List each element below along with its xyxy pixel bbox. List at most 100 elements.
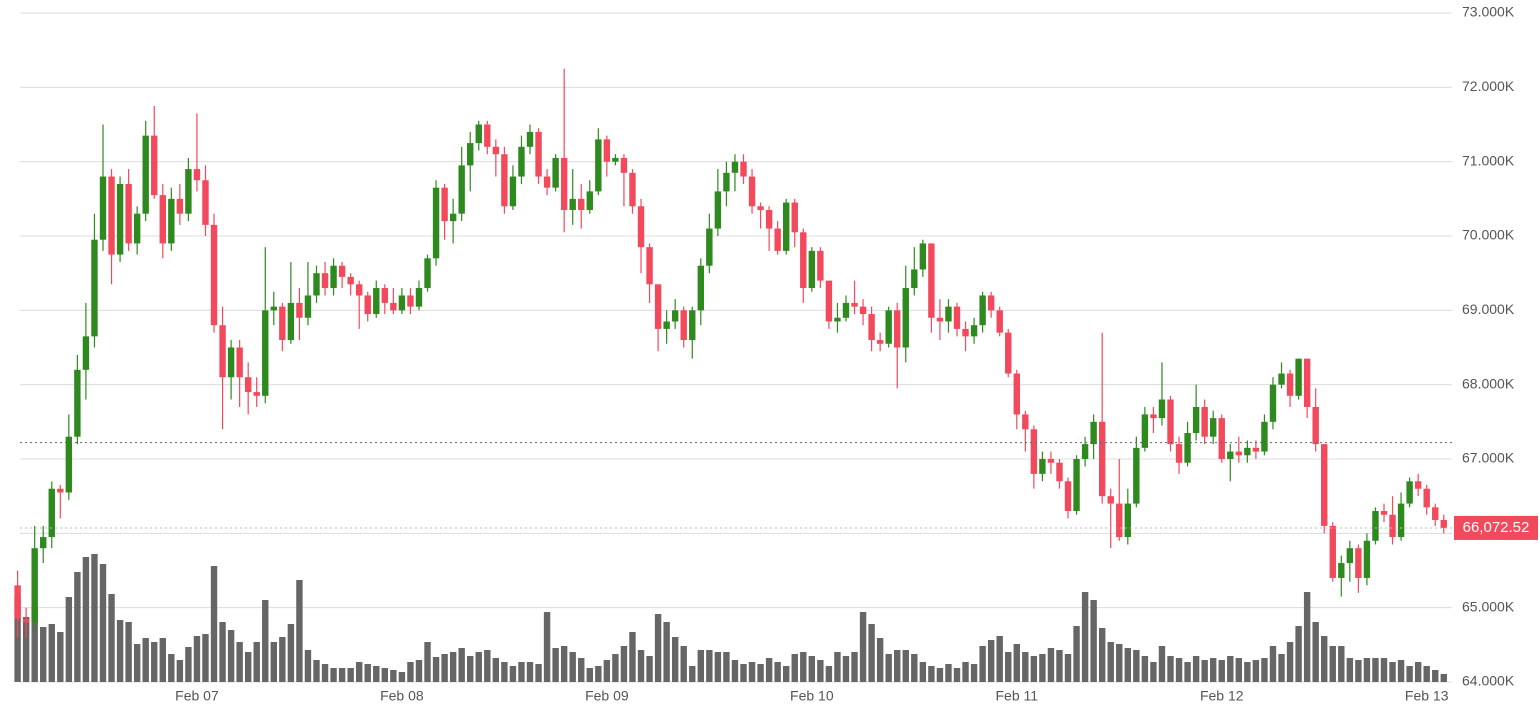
volume-bar <box>338 668 346 682</box>
candle-body <box>979 295 986 326</box>
candle-body <box>296 302 303 318</box>
volume-bar <box>569 652 576 682</box>
candle-body <box>1380 511 1388 515</box>
x-tick-label: Feb 13 <box>1405 688 1449 704</box>
volume-bar <box>953 668 961 682</box>
volume-bar <box>757 664 764 682</box>
last-price-box <box>1454 515 1538 540</box>
volume-bar <box>1107 642 1114 682</box>
volume-bar <box>1295 626 1302 682</box>
volume-bar <box>1218 660 1225 682</box>
candle-body <box>159 195 166 244</box>
volume-bar <box>706 650 713 682</box>
volume-bar <box>560 646 568 682</box>
candle-body <box>31 548 38 623</box>
candle-body <box>1064 481 1072 512</box>
candle-body <box>723 172 730 192</box>
candle-body <box>552 157 559 188</box>
volume-bar <box>637 650 645 682</box>
candle-body <box>663 321 670 329</box>
y-tick-label: 71.000K <box>1462 152 1515 168</box>
volume-bar <box>902 650 909 682</box>
candle-body <box>996 310 1003 333</box>
volume-bar <box>825 666 833 682</box>
volume-bar <box>723 652 730 682</box>
volume-bar <box>1158 646 1166 682</box>
volume-bar <box>1423 666 1430 682</box>
volume-bar <box>1167 656 1174 682</box>
volume-bar <box>125 622 132 682</box>
candle-body <box>202 180 209 225</box>
volume-bar <box>14 597 21 682</box>
volume-bar <box>142 638 149 682</box>
volume-bar <box>1321 636 1328 682</box>
volume-bar <box>40 627 47 682</box>
candle-body <box>501 154 508 207</box>
volume-bar <box>911 654 918 682</box>
y-tick-label: 69.000K <box>1462 301 1515 317</box>
candle-body <box>133 213 141 244</box>
volume-bar <box>1210 658 1217 682</box>
volume-bar <box>868 624 875 682</box>
candle-body <box>1175 444 1183 463</box>
candle-body <box>262 310 269 396</box>
candle-body <box>475 124 482 144</box>
candle-body <box>1338 563 1345 578</box>
volume-bar <box>116 620 124 682</box>
volume-bar <box>108 594 115 682</box>
candle-body <box>1107 496 1114 504</box>
volume-bar <box>817 660 824 682</box>
volume-bar <box>1056 650 1063 682</box>
volume-bar <box>381 668 389 682</box>
volume-bar <box>1278 654 1285 682</box>
x-tick-label: Feb 09 <box>585 688 629 704</box>
volume-bar <box>484 650 491 682</box>
candle-body <box>774 228 781 251</box>
candle-body <box>185 169 192 214</box>
candle-body <box>1235 451 1243 456</box>
candle-body <box>1389 514 1396 538</box>
candle-body <box>842 302 850 318</box>
volume-bar <box>253 642 260 682</box>
candle-body <box>22 618 30 623</box>
volume-bar <box>765 658 773 682</box>
x-tick-label: Feb 07 <box>175 688 219 704</box>
volume-bar <box>1141 656 1149 682</box>
candle-body <box>1303 358 1311 407</box>
volume-bar <box>671 637 679 682</box>
candle-body <box>236 347 243 378</box>
volume-bar <box>347 668 354 682</box>
candle-body <box>953 306 961 329</box>
volume-bar <box>1047 648 1055 682</box>
volume-bar <box>1244 662 1251 682</box>
candle-body <box>1022 414 1029 430</box>
candle-body <box>1090 421 1097 445</box>
volume-bar <box>680 646 687 682</box>
volume-bar <box>202 634 209 682</box>
volume-bar <box>851 652 858 682</box>
candle-body <box>800 232 807 289</box>
volume-bar <box>876 638 884 682</box>
candle-body <box>543 176 551 188</box>
volume-bar <box>1227 656 1234 682</box>
volume-bar <box>1355 660 1362 682</box>
volume-bar <box>620 646 628 682</box>
volume-bar <box>936 668 944 682</box>
volume-bar <box>1005 652 1012 682</box>
candle-body <box>894 310 901 348</box>
volume-bar <box>219 622 226 682</box>
candle-body <box>1244 447 1251 456</box>
candle-body <box>1406 481 1413 504</box>
volume-bar <box>176 660 184 682</box>
volume-bar <box>962 662 969 682</box>
candle-body <box>1295 358 1302 396</box>
volume-bar <box>1389 662 1396 682</box>
candle-body <box>176 198 184 214</box>
volume-bar <box>543 612 551 682</box>
candle-body <box>1124 503 1131 538</box>
volume-bar <box>151 642 158 682</box>
candle-body <box>74 369 81 437</box>
candle-body <box>1346 548 1354 564</box>
candle-body <box>851 302 858 307</box>
candle-body <box>706 228 713 266</box>
